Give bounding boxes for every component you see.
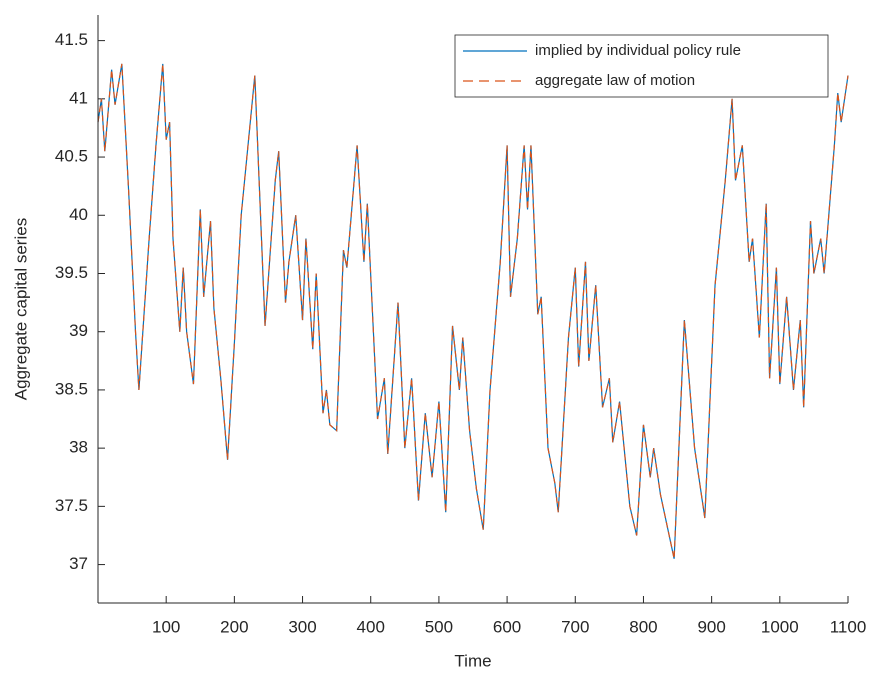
y-tick-label: 38 <box>69 438 88 457</box>
x-tick-label: 100 <box>152 617 180 636</box>
y-tick-label: 41.5 <box>55 30 88 49</box>
y-tick-label: 37 <box>69 554 88 573</box>
x-tick-label: 1000 <box>761 617 799 636</box>
y-tick-label: 40.5 <box>55 147 88 166</box>
x-tick-label: 200 <box>220 617 248 636</box>
x-tick-label: 500 <box>425 617 453 636</box>
y-axis-label: Aggregate capital series <box>11 218 30 400</box>
x-tick-label: 300 <box>288 617 316 636</box>
plot-area <box>98 15 848 603</box>
y-tick-label: 39 <box>69 321 88 340</box>
legend-label: implied by individual policy rule <box>535 42 741 59</box>
x-tick-label: 1100 <box>830 617 867 636</box>
y-tick-label: 38.5 <box>55 379 88 398</box>
y-tick-label: 40 <box>69 205 88 224</box>
x-tick-label: 600 <box>493 617 521 636</box>
legend-box <box>454 34 829 98</box>
y-tick-label: 41 <box>69 88 88 107</box>
y-tick-label: 39.5 <box>55 263 88 282</box>
legend-label: aggregate law of motion <box>535 72 695 89</box>
x-tick-label: 900 <box>697 617 725 636</box>
x-tick-label: 700 <box>561 617 589 636</box>
x-axis-label: Time <box>454 651 491 670</box>
y-tick-label: 37.5 <box>55 496 88 515</box>
series-line <box>97 63 849 559</box>
x-tick-label: 400 <box>357 617 385 636</box>
x-tick-label: 800 <box>629 617 657 636</box>
